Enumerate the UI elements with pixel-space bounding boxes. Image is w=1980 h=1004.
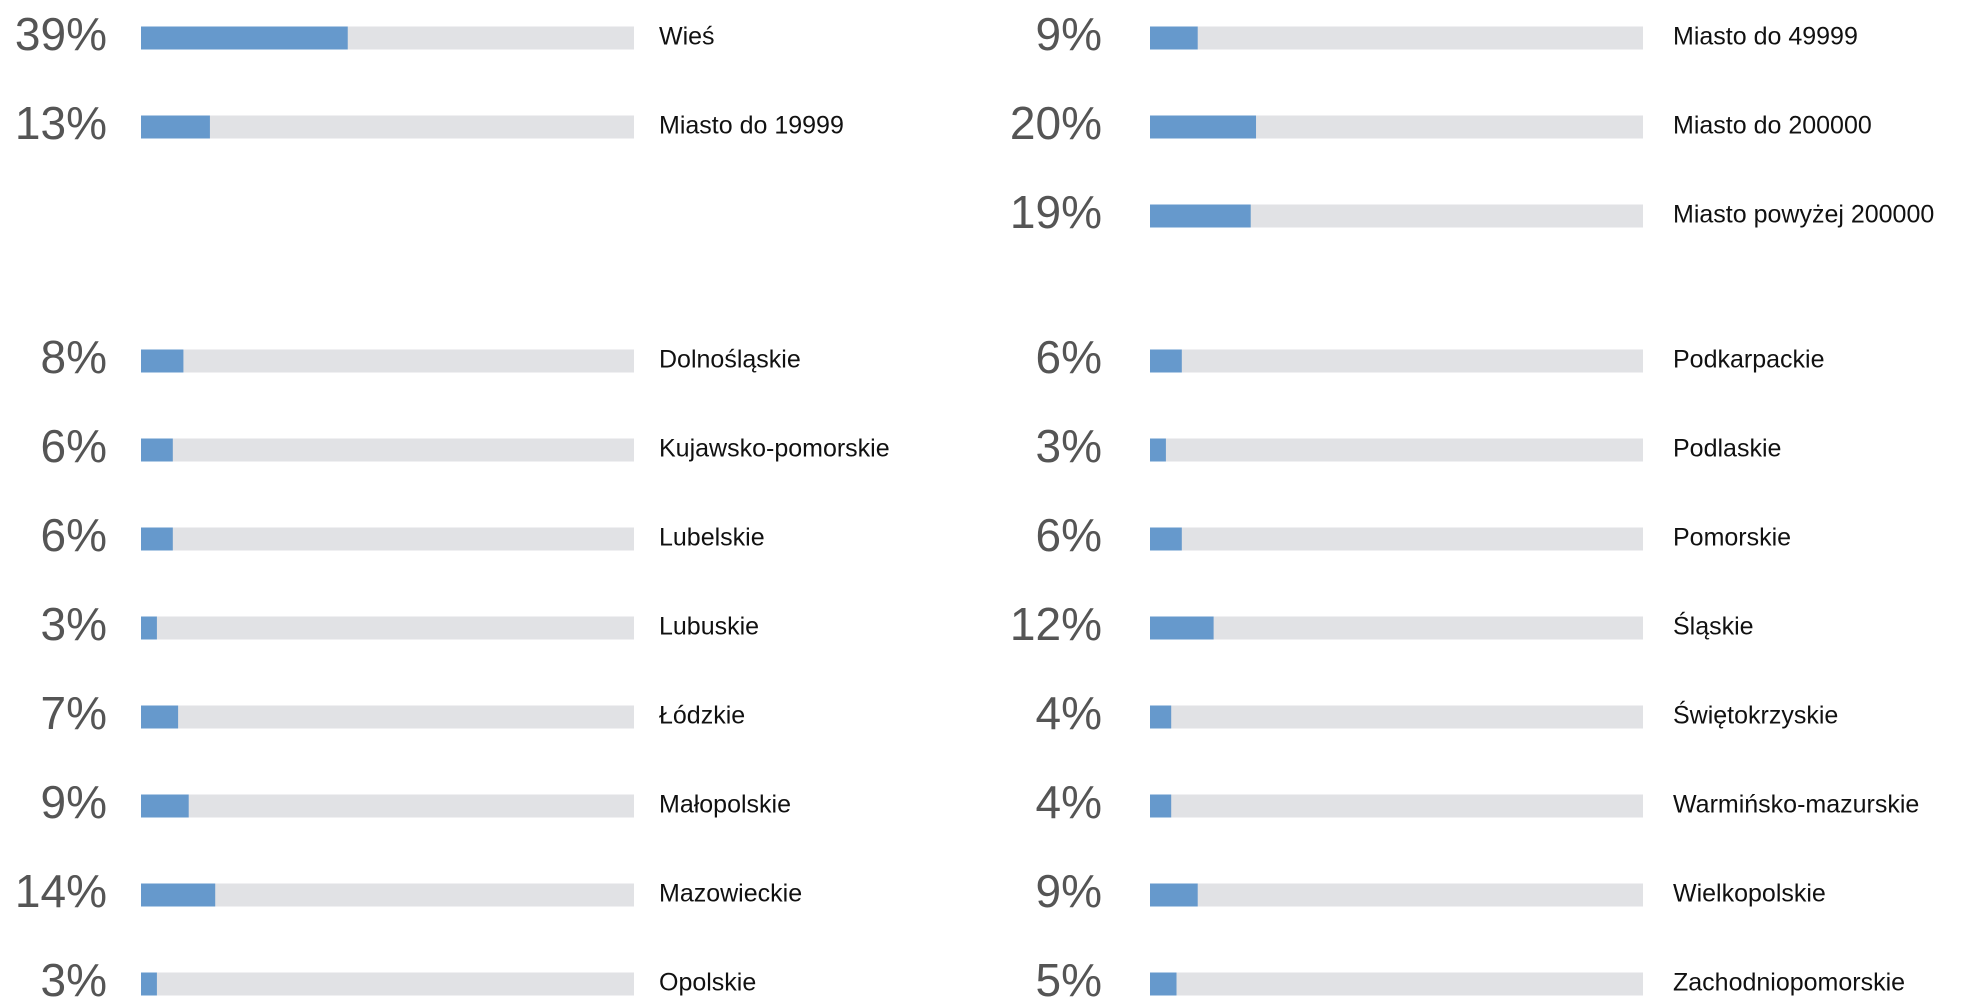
bar	[1150, 349, 1182, 373]
category-label: Lubelskie	[659, 524, 765, 552]
category-label: Dolnośląskie	[659, 346, 801, 374]
value-label: 6%	[1036, 331, 1102, 383]
value-label: 5%	[1036, 954, 1102, 1004]
category-label: Lubuskie	[659, 613, 759, 641]
category-label: Miasto do 49999	[1673, 23, 1858, 51]
category-label: Małopolskie	[659, 791, 791, 819]
value-label: 4%	[1036, 687, 1102, 739]
bar	[141, 438, 173, 462]
bar-track	[141, 794, 634, 818]
bar	[1150, 26, 1198, 50]
bar-track	[141, 883, 634, 907]
bar-track	[141, 972, 634, 996]
value-label: 9%	[1036, 865, 1102, 917]
bar	[1150, 972, 1177, 996]
bar	[141, 972, 157, 996]
bar-track	[1150, 616, 1643, 640]
bar	[1150, 883, 1198, 907]
bar	[1150, 705, 1172, 729]
bar	[141, 26, 348, 50]
bar-track	[1150, 204, 1643, 228]
bar	[1150, 527, 1182, 551]
bar-track	[141, 705, 634, 729]
bar-track	[1150, 26, 1643, 50]
category-label: Mazowieckie	[659, 880, 802, 908]
bar	[1150, 115, 1257, 139]
bar	[1150, 616, 1214, 640]
category-label: Łódzkie	[659, 702, 745, 730]
bar-track	[1150, 115, 1643, 139]
bar	[141, 527, 173, 551]
value-label: 9%	[1036, 8, 1102, 60]
value-label: 19%	[1010, 186, 1102, 238]
bar-track	[1150, 794, 1643, 818]
bar	[141, 794, 189, 818]
bar	[141, 115, 210, 139]
value-label: 3%	[41, 954, 107, 1004]
bar	[141, 616, 157, 640]
bar-track	[1150, 972, 1643, 996]
value-label: 20%	[1010, 97, 1102, 149]
bar	[1150, 438, 1166, 462]
value-label: 7%	[41, 687, 107, 739]
category-label: Miasto do 19999	[659, 112, 844, 140]
bar-track	[1150, 883, 1643, 907]
bar	[1150, 794, 1172, 818]
value-label: 39%	[15, 8, 107, 60]
category-label: Świętokrzyskie	[1673, 700, 1838, 730]
value-label: 13%	[15, 97, 107, 149]
value-label: 6%	[1036, 509, 1102, 561]
bar	[141, 883, 216, 907]
bar-track	[1150, 705, 1643, 729]
category-label: Podkarpackie	[1673, 346, 1824, 374]
bar	[1150, 204, 1251, 228]
category-label: Wieś	[659, 23, 715, 51]
value-label: 6%	[41, 420, 107, 472]
category-label: Opolskie	[659, 969, 756, 997]
value-label: 14%	[15, 865, 107, 917]
bar-track	[1150, 527, 1643, 551]
category-label: Warmińsko-mazurskie	[1673, 791, 1919, 819]
category-label: Zachodniopomorskie	[1673, 969, 1905, 997]
bar-track	[1150, 438, 1643, 462]
bar-track	[141, 616, 634, 640]
value-label: 8%	[41, 331, 107, 383]
category-label: Miasto powyżej 200000	[1673, 201, 1934, 229]
value-label: 3%	[41, 598, 107, 650]
category-label: Kujawsko-pomorskie	[659, 435, 890, 463]
category-label: Śląskie	[1673, 611, 1754, 641]
bar-track	[1150, 349, 1643, 373]
bar-track	[141, 527, 634, 551]
value-label: 4%	[1036, 776, 1102, 828]
category-label: Pomorskie	[1673, 524, 1791, 552]
value-label: 9%	[41, 776, 107, 828]
bar-track	[141, 115, 634, 139]
value-label: 3%	[1036, 420, 1102, 472]
bar-track	[141, 349, 634, 373]
category-label: Miasto do 200000	[1673, 112, 1872, 140]
value-label: 6%	[41, 509, 107, 561]
value-label: 12%	[1010, 598, 1102, 650]
category-label: Wielkopolskie	[1673, 880, 1826, 908]
bar	[141, 705, 179, 729]
bar	[141, 349, 184, 373]
category-label: Podlaskie	[1673, 435, 1781, 463]
bar-track	[141, 438, 634, 462]
